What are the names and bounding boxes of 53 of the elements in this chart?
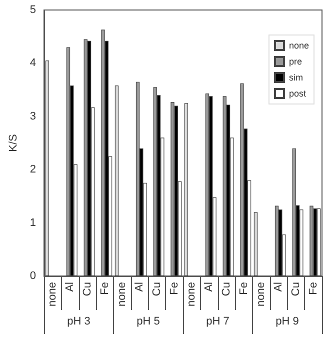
bar bbox=[310, 206, 314, 276]
legend-label: post bbox=[288, 88, 306, 98]
x-tick-label: Al bbox=[64, 282, 76, 292]
x-tick-label: Al bbox=[203, 282, 216, 292]
y-tick-label: 0 bbox=[30, 270, 36, 282]
legend-label: sim bbox=[288, 72, 303, 82]
bar bbox=[45, 60, 50, 276]
text: pH 9 bbox=[276, 316, 299, 328]
bar bbox=[274, 206, 279, 276]
bar bbox=[170, 102, 174, 276]
x-tick-label: Cu bbox=[220, 282, 232, 296]
y-tick-label: 5 bbox=[30, 4, 36, 16]
legend-label: none bbox=[288, 40, 310, 50]
x-tick-label: Cu bbox=[150, 282, 163, 296]
bar bbox=[240, 83, 244, 276]
bar bbox=[254, 212, 258, 276]
y-tick-label: 4 bbox=[30, 57, 36, 70]
text: pH 3 bbox=[67, 316, 90, 328]
y-tick-label: 2 bbox=[30, 164, 36, 176]
x-tick-label: none bbox=[46, 282, 59, 306]
bar bbox=[278, 210, 282, 276]
bar bbox=[174, 106, 178, 276]
x-tick-label: Fe bbox=[238, 282, 250, 295]
x-tick-label: Fe bbox=[98, 282, 111, 295]
x-tick-label: Cu bbox=[81, 282, 94, 296]
bar bbox=[136, 82, 140, 276]
x-tick-label: none bbox=[116, 282, 128, 306]
bar bbox=[209, 96, 213, 276]
x-tick-label: Al bbox=[134, 282, 146, 292]
bar bbox=[205, 94, 210, 276]
bar bbox=[316, 208, 321, 276]
text: pH 7 bbox=[206, 316, 230, 328]
bar bbox=[66, 47, 70, 276]
bar bbox=[313, 208, 317, 276]
y-axis-title: K/S bbox=[8, 134, 20, 152]
x-tick-label: none bbox=[186, 282, 198, 306]
bar bbox=[114, 86, 119, 276]
text: pH 5 bbox=[136, 316, 160, 328]
x-tick-label: Fe bbox=[307, 282, 320, 295]
x-tick-label: Fe bbox=[168, 282, 180, 295]
bar bbox=[184, 103, 188, 276]
legend-label: pre bbox=[288, 56, 302, 66]
x-tick-label: Cu bbox=[290, 282, 302, 296]
y-tick-label: 1 bbox=[30, 216, 36, 229]
x-tick-label: Al bbox=[272, 282, 285, 292]
bar bbox=[292, 148, 296, 276]
bar bbox=[153, 87, 157, 276]
bar bbox=[87, 40, 92, 276]
bar bbox=[84, 39, 88, 276]
bar bbox=[101, 30, 105, 276]
y-tick-label: 3 bbox=[30, 110, 36, 122]
x-tick-label: none bbox=[255, 282, 268, 306]
bar bbox=[222, 96, 226, 276]
